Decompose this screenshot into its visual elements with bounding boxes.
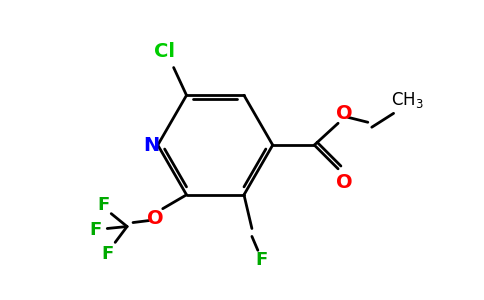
Text: Cl: Cl [154, 42, 175, 61]
Text: CH$_3$: CH$_3$ [391, 91, 424, 110]
Text: F: F [256, 251, 268, 269]
Text: F: F [89, 221, 102, 239]
Text: N: N [144, 136, 160, 154]
Text: F: F [101, 245, 113, 263]
Text: O: O [147, 209, 163, 228]
Text: O: O [336, 104, 352, 123]
Text: O: O [336, 173, 352, 192]
Text: F: F [97, 196, 109, 214]
